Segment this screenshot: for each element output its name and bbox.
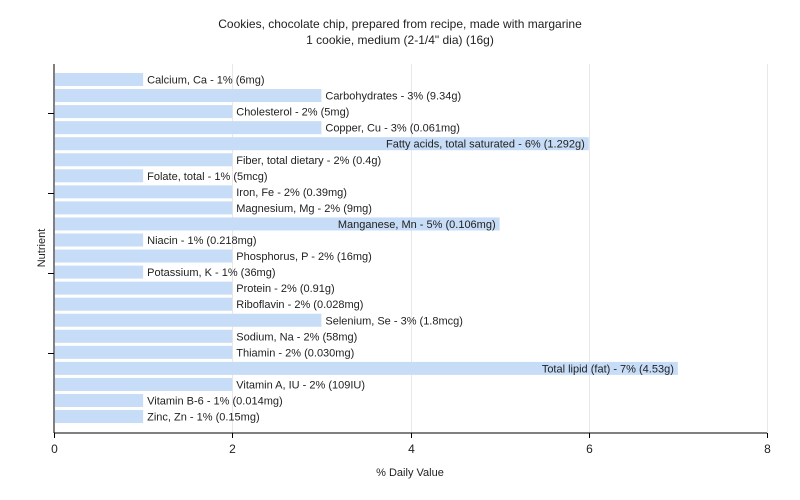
bar-label: Zinc, Zn - 1% (0.15mg): [147, 412, 259, 424]
bar: [55, 361, 678, 375]
x-tick-label: 8: [764, 442, 771, 456]
bar-label: Fiber, total dietary - 2% (0.4g): [236, 155, 381, 167]
bar-label: Total lipid (fat) - 7% (4.53g): [542, 363, 674, 375]
bar: [55, 377, 233, 391]
bar-label: Sodium, Na - 2% (58mg): [236, 331, 357, 343]
bar-label: Manganese, Mn - 5% (0.106mg): [338, 219, 496, 231]
bar: [55, 410, 144, 424]
bar-label: Protein - 2% (0.91g): [236, 283, 334, 295]
bar: [55, 105, 233, 119]
bar-label: Phosphorus, P - 2% (16mg): [236, 251, 372, 263]
x-axis-title: % Daily Value: [376, 467, 444, 479]
bar-label: Carbohydrates - 3% (9.34g): [325, 91, 461, 103]
bar: [55, 217, 500, 231]
bar: [55, 185, 233, 199]
bar: [55, 169, 144, 183]
bar: [55, 233, 144, 247]
bar: [55, 249, 233, 263]
bar-label: Cholesterol - 2% (5mg): [236, 107, 349, 119]
bar: [55, 297, 233, 311]
x-tick-label: 6: [586, 442, 593, 456]
bars: Calcium, Ca - 1% (6mg) Carbohydrates - 3%…: [55, 73, 678, 424]
x-axis-ticks: 0 2 4 6 8: [51, 433, 771, 456]
bar: [55, 137, 589, 151]
y-axis-ticks: [48, 113, 54, 354]
bar: [55, 345, 233, 359]
bar: [55, 265, 144, 279]
bar: [55, 153, 233, 167]
bar-label: Vitamin B-6 - 1% (0.014mg): [147, 396, 283, 408]
x-tick-label: 0: [51, 442, 58, 456]
y-axis-title: Nutrient: [36, 229, 48, 268]
bar-label: Copper, Cu - 3% (0.061mg): [325, 123, 460, 135]
bar: [55, 201, 233, 215]
bar-label: Fatty acids, total saturated - 6% (1.292…: [386, 139, 585, 151]
bar-label: Riboflavin - 2% (0.028mg): [236, 299, 363, 311]
bar: [55, 89, 322, 103]
bar-label: Potassium, K - 1% (36mg): [147, 267, 275, 279]
bar-label: Vitamin A, IU - 2% (109IU): [236, 379, 365, 391]
bar-label: Folate, total - 1% (5mcg): [147, 171, 267, 183]
bar-label: Calcium, Ca - 1% (6mg): [147, 75, 264, 87]
grid: [232, 64, 768, 433]
bar: [55, 313, 322, 327]
x-tick-label: 4: [408, 442, 415, 456]
bar: [55, 394, 144, 407]
x-tick-label: 2: [229, 442, 236, 456]
bar: [55, 73, 144, 86]
bar-label: Selenium, Se - 3% (1.8mcg): [325, 315, 463, 327]
chart-title: Cookies, chocolate chip, prepared from r…: [218, 17, 582, 31]
bar: [55, 281, 233, 295]
bar-label: Thiamin - 2% (0.030mg): [236, 347, 354, 359]
bar-label: Magnesium, Mg - 2% (9mg): [236, 203, 372, 215]
bar: [55, 121, 322, 135]
chart-subtitle: 1 cookie, medium (2-1/4" dia) (16g): [306, 33, 494, 47]
bar-label: Iron, Fe - 2% (0.39mg): [236, 187, 347, 199]
bar-label: Niacin - 1% (0.218mg): [147, 235, 256, 247]
bar: [55, 329, 233, 343]
